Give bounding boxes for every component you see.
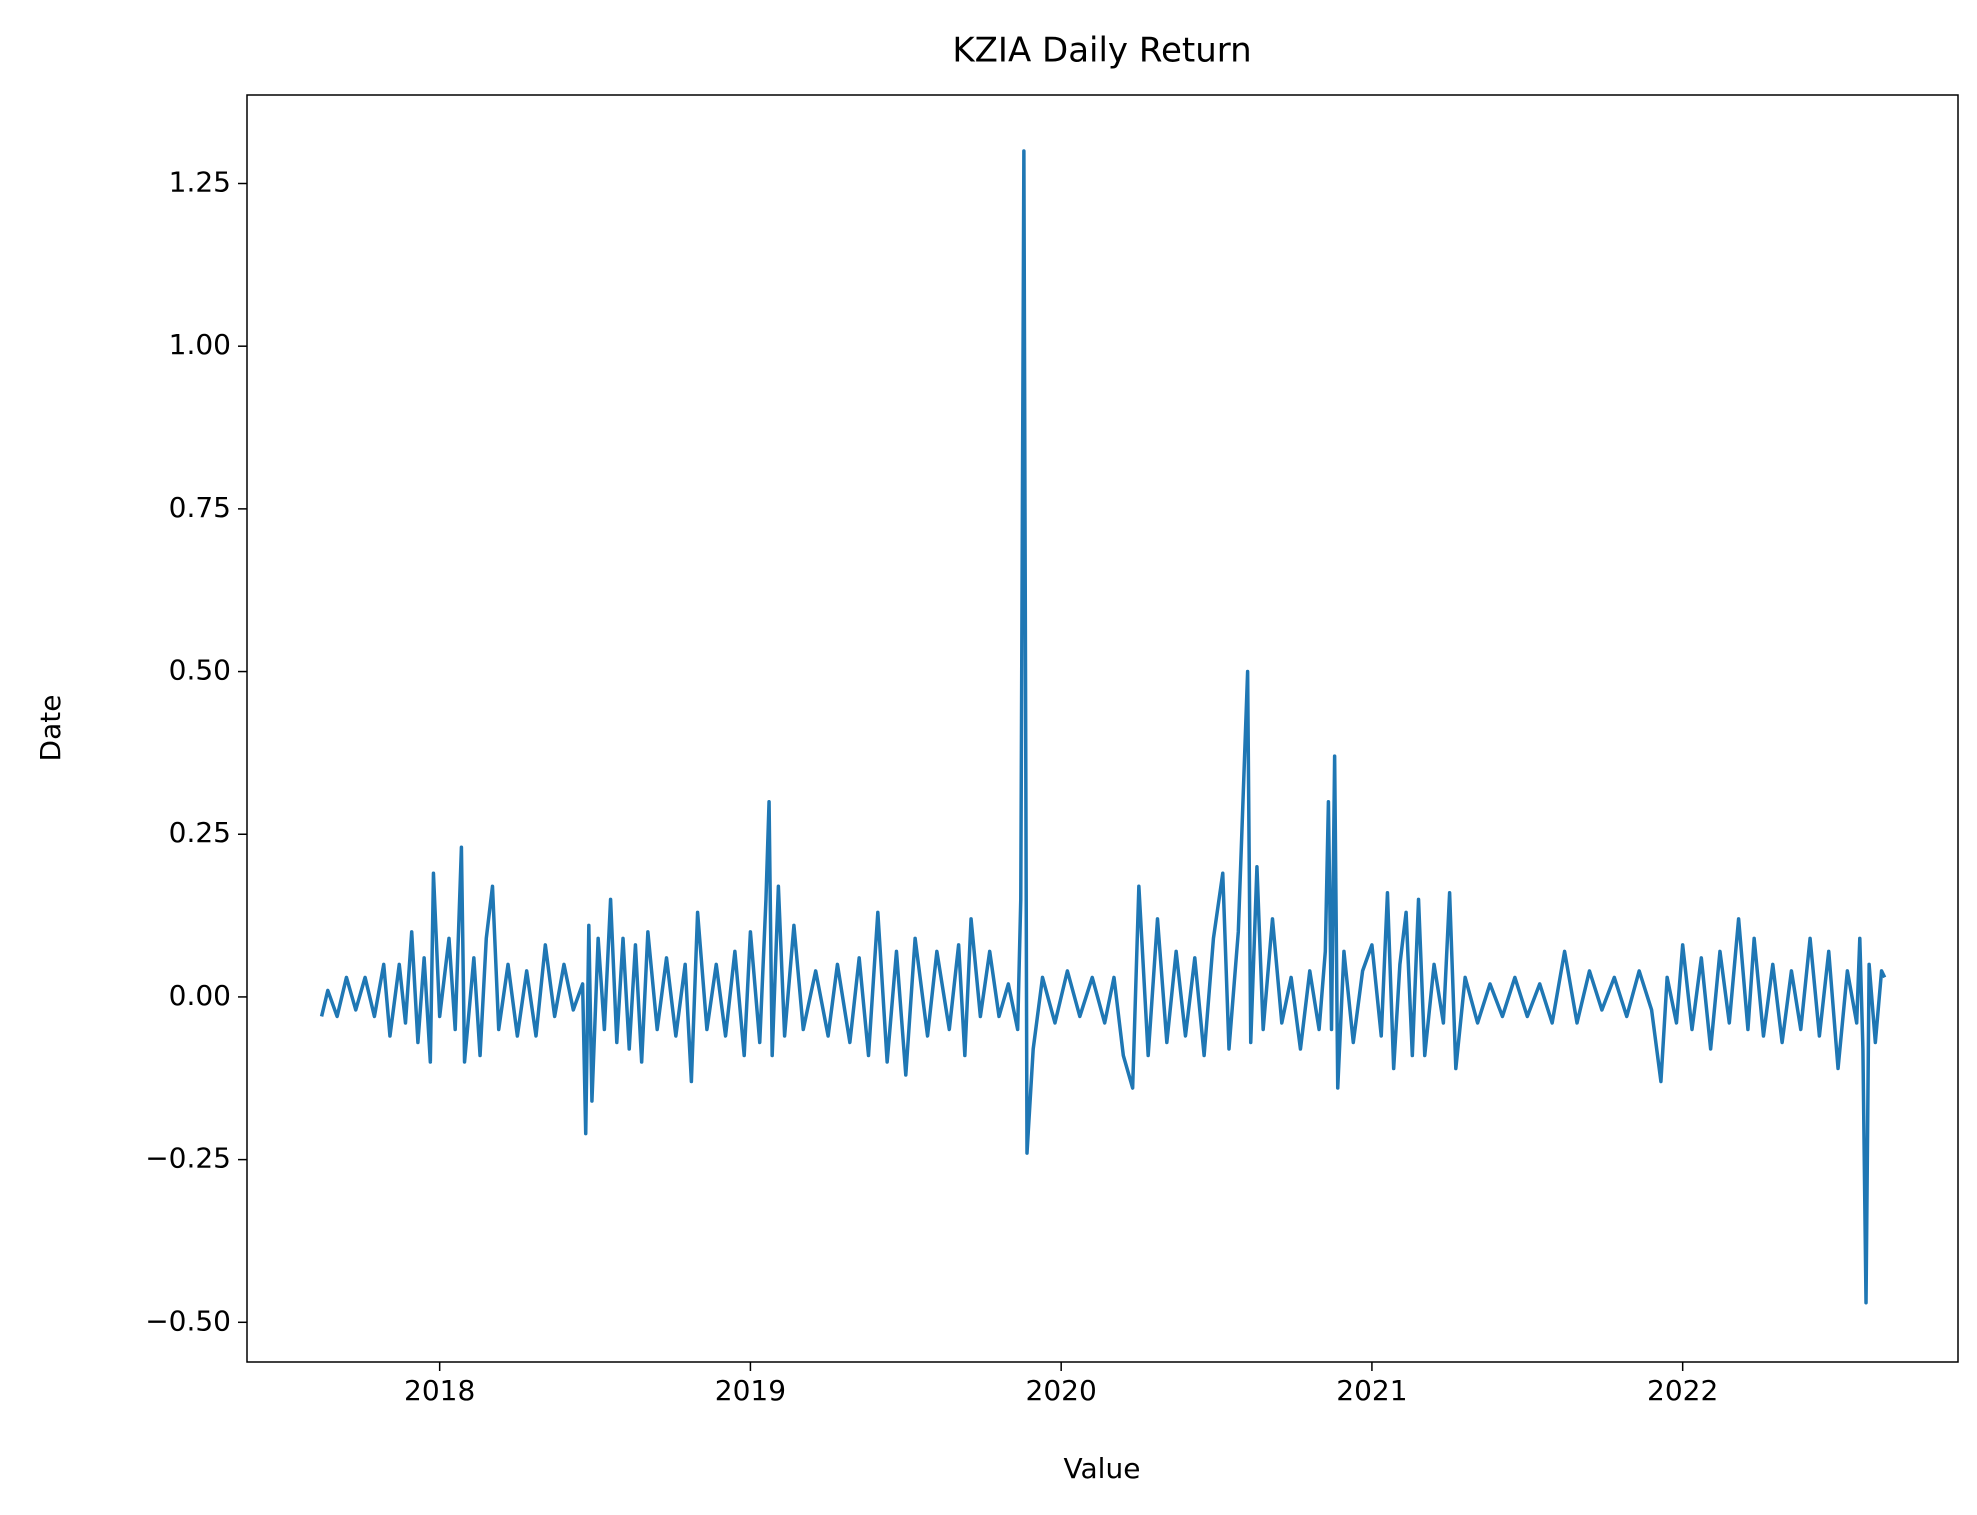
- data-line: [319, 149, 1887, 1305]
- x-tick-label: 2022: [1647, 1374, 1718, 1407]
- x-tick-label: 2020: [1026, 1374, 1097, 1407]
- y-tick-label: 0.25: [169, 816, 231, 849]
- chart-title: KZIA Daily Return: [952, 31, 1251, 71]
- x-tick-label: 2018: [404, 1374, 475, 1407]
- y-tick-label: 0.75: [169, 491, 231, 524]
- plot-frame: [246, 94, 1959, 1363]
- y-tick-label: −0.50: [145, 1304, 231, 1337]
- x-axis-label: Value: [1064, 1452, 1141, 1485]
- y-axis-label: Date: [34, 695, 67, 762]
- y-tick-label: −0.25: [145, 1142, 231, 1175]
- y-tick-label: 0.50: [169, 654, 231, 687]
- y-tick-label: 1.00: [169, 328, 231, 361]
- x-tick-label: 2021: [1336, 1374, 1407, 1407]
- y-tick-label: 1.25: [169, 166, 231, 199]
- y-tick-label: 0.00: [169, 979, 231, 1012]
- x-tick-label: 2019: [715, 1374, 786, 1407]
